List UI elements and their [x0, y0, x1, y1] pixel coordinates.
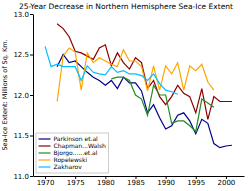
series-line — [111, 77, 213, 131]
tick-mark — [30, 14, 33, 15]
tick: 11.5 — [13, 132, 33, 140]
legend-swatch — [39, 166, 51, 167]
title: 25-Year Decrease in Northern Hemisphere … — [19, 2, 233, 11]
tick: 12.0 — [13, 92, 33, 100]
tick: 12.5 — [13, 51, 33, 59]
legend-box — [36, 133, 108, 173]
legend-label: Parkinson et.al — [54, 135, 99, 142]
x-axis: 1970 1975 1980 1985 1990 1995 2000 — [34, 176, 245, 187]
legend-item: Parkinson et.al — [39, 135, 99, 142]
tick-label: 12.5 — [13, 51, 29, 59]
tick-label: 1995 — [187, 179, 205, 187]
legend-swatch — [39, 152, 51, 153]
tick-label: 13.0 — [13, 11, 29, 19]
tick: 2000 — [218, 176, 236, 187]
tick: 1975 — [67, 176, 85, 187]
tick-label: 1990 — [157, 179, 175, 187]
tick: 1985 — [127, 176, 145, 187]
tick-label: 11.0 — [13, 173, 29, 181]
chart: 1970 1975 1980 1985 1990 1995 2000 11.0 11.5 12.0… — [0, 0, 252, 191]
legend-swatch — [39, 159, 51, 160]
tick-label: 11.5 — [13, 132, 29, 140]
legend-item: Zakharov — [39, 163, 83, 170]
axis-line — [33, 15, 34, 177]
plot: 1970 1975 1980 1985 1990 1995 2000 11.0 11.5 12.0… — [13, 11, 244, 188]
tick: 13.0 — [13, 11, 33, 19]
legend: Parkinson et.alChapman...WalshBjorgo....… — [36, 133, 108, 173]
tick-label: 1980 — [97, 179, 115, 187]
tick-mark — [30, 176, 33, 177]
tick: 1980 — [97, 176, 115, 187]
y-axis: 11.0 11.5 12.0 12.5 13.0 — [13, 11, 33, 181]
tick: 1995 — [187, 176, 205, 187]
tick: 1970 — [37, 176, 55, 187]
y-axis-title: Sea-Ice Extent: Millions of Sq. Km. — [1, 39, 9, 150]
tick-mark — [30, 95, 33, 96]
series-line — [57, 48, 214, 101]
tick-label: 12.0 — [13, 92, 29, 100]
tick-label: 2000 — [218, 179, 236, 187]
series-line — [45, 46, 178, 94]
tick-label: 1985 — [127, 179, 145, 187]
tick-mark — [30, 55, 33, 56]
tick: 1990 — [157, 176, 175, 187]
legend-swatch — [39, 138, 51, 139]
legend-swatch — [39, 145, 51, 146]
tick: 11.0 — [13, 173, 33, 181]
series-line — [57, 24, 232, 120]
legend-label: Zakharov — [54, 163, 83, 170]
lines — [45, 24, 232, 148]
tick-label: 1970 — [37, 179, 55, 187]
axis-line — [34, 176, 245, 177]
tick-label: 1975 — [67, 179, 85, 187]
tick-mark — [30, 136, 33, 137]
